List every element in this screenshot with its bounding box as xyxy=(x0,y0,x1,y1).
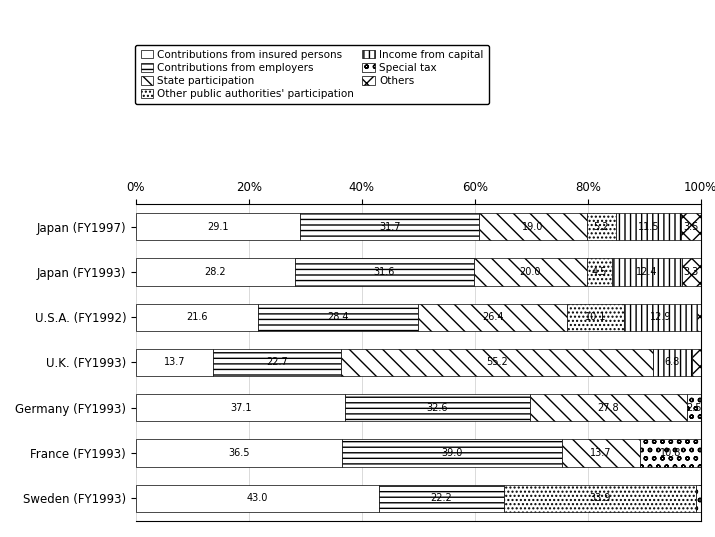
Text: 27.8: 27.8 xyxy=(597,403,619,413)
Text: 21.6: 21.6 xyxy=(186,312,207,322)
Text: 12.4: 12.4 xyxy=(636,267,658,277)
Bar xyxy=(681,213,701,240)
Bar xyxy=(136,213,300,240)
Bar xyxy=(562,439,640,467)
Bar xyxy=(640,439,701,467)
Text: 43.0: 43.0 xyxy=(247,494,268,503)
Text: 31.7: 31.7 xyxy=(379,222,400,231)
Bar xyxy=(418,303,568,331)
Text: 2.5: 2.5 xyxy=(686,403,701,413)
Text: 55.2: 55.2 xyxy=(486,358,508,367)
Bar xyxy=(568,303,624,331)
Bar xyxy=(258,303,418,331)
Text: 31.6: 31.6 xyxy=(374,267,395,277)
Text: 39.0: 39.0 xyxy=(441,448,463,458)
Text: 6.8: 6.8 xyxy=(665,358,680,367)
Bar xyxy=(342,349,654,376)
Legend: Contributions from insured persons, Contributions from employers, State particip: Contributions from insured persons, Cont… xyxy=(135,45,489,104)
Text: 10.1: 10.1 xyxy=(586,312,606,322)
Text: 12.9: 12.9 xyxy=(650,312,671,322)
Bar xyxy=(586,258,612,286)
Bar xyxy=(213,349,342,376)
Text: 29.1: 29.1 xyxy=(207,222,229,231)
Bar xyxy=(136,485,379,512)
Text: 5.2: 5.2 xyxy=(593,222,609,231)
Bar xyxy=(345,394,530,422)
Text: 22.7: 22.7 xyxy=(267,358,288,367)
Bar xyxy=(342,439,562,467)
Bar xyxy=(136,349,213,376)
Bar xyxy=(612,258,682,286)
Bar xyxy=(616,213,681,240)
Text: 13.7: 13.7 xyxy=(164,358,185,367)
Text: 19.0: 19.0 xyxy=(522,222,543,231)
Text: 36.5: 36.5 xyxy=(228,448,250,458)
Text: 28.4: 28.4 xyxy=(327,312,349,322)
Bar xyxy=(624,303,697,331)
Bar xyxy=(136,439,342,467)
Bar xyxy=(379,485,504,512)
Text: 11.5: 11.5 xyxy=(638,222,659,231)
Text: 20.0: 20.0 xyxy=(519,267,541,277)
Bar xyxy=(295,258,473,286)
Bar xyxy=(691,349,701,376)
Bar xyxy=(682,258,701,286)
Bar xyxy=(136,258,295,286)
Text: 22.2: 22.2 xyxy=(430,494,453,503)
Bar xyxy=(479,213,586,240)
Text: 37.1: 37.1 xyxy=(230,403,252,413)
Bar xyxy=(136,394,345,422)
Text: 13.7: 13.7 xyxy=(591,448,612,458)
Bar xyxy=(697,303,701,331)
Text: 3.5: 3.5 xyxy=(683,222,699,231)
Text: 32.6: 32.6 xyxy=(427,403,448,413)
Bar xyxy=(530,394,686,422)
Text: 10.8: 10.8 xyxy=(659,448,681,458)
Text: 4.5: 4.5 xyxy=(591,267,607,277)
Text: 3.3: 3.3 xyxy=(684,267,699,277)
Bar xyxy=(686,394,701,422)
Bar xyxy=(696,485,701,512)
Bar xyxy=(473,258,586,286)
Bar xyxy=(504,485,696,512)
Text: 33.9: 33.9 xyxy=(589,494,611,503)
Bar xyxy=(136,303,258,331)
Text: 26.4: 26.4 xyxy=(482,312,503,322)
Bar xyxy=(654,349,691,376)
Bar xyxy=(586,213,616,240)
Bar xyxy=(300,213,479,240)
Text: 28.2: 28.2 xyxy=(204,267,227,277)
